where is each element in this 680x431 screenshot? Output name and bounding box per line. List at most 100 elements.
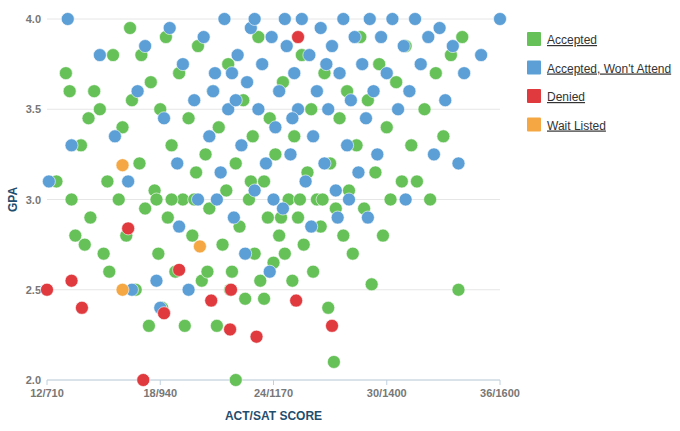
x-tick-label: 36/1600 <box>480 387 520 399</box>
point <box>158 112 171 125</box>
point <box>369 166 382 179</box>
point <box>75 301 88 314</box>
x-tick <box>273 380 274 385</box>
point <box>326 319 339 332</box>
point <box>359 112 372 125</box>
point <box>295 13 308 26</box>
point <box>78 238 91 251</box>
point <box>231 49 244 62</box>
point <box>142 319 155 332</box>
point <box>392 103 405 116</box>
point <box>229 94 242 107</box>
point <box>256 58 269 71</box>
point <box>158 307 171 320</box>
point <box>363 13 376 26</box>
point <box>199 148 212 161</box>
y-tick-label: 2.5 <box>26 284 41 296</box>
point <box>305 103 318 116</box>
point <box>171 157 184 170</box>
point <box>303 49 316 62</box>
point <box>252 103 265 116</box>
point <box>361 211 374 224</box>
point <box>386 13 399 26</box>
point <box>371 148 384 161</box>
point <box>380 121 393 134</box>
point <box>367 85 380 98</box>
point <box>424 193 437 206</box>
point <box>494 13 507 26</box>
point <box>214 166 227 179</box>
x-tick-label: 18/940 <box>143 387 177 399</box>
point <box>292 211 305 224</box>
point <box>380 67 393 80</box>
point <box>395 175 408 188</box>
point <box>310 85 323 98</box>
point <box>437 130 450 143</box>
point <box>139 40 152 53</box>
point <box>344 94 357 107</box>
point <box>201 265 214 278</box>
point <box>216 238 229 251</box>
point <box>133 157 146 170</box>
point <box>333 112 346 125</box>
point <box>107 49 120 62</box>
point <box>278 13 291 26</box>
point <box>190 166 203 179</box>
point <box>297 238 310 251</box>
point <box>225 265 238 278</box>
point <box>124 22 137 35</box>
point <box>280 40 293 53</box>
point <box>65 139 78 152</box>
point <box>292 31 305 44</box>
point <box>410 175 423 188</box>
point <box>284 148 297 161</box>
point <box>290 294 303 307</box>
point <box>241 76 254 89</box>
point <box>250 330 263 343</box>
point <box>452 283 465 296</box>
point <box>165 193 178 206</box>
point <box>224 323 237 336</box>
point <box>258 292 271 305</box>
point <box>261 211 274 224</box>
point <box>326 40 339 53</box>
point <box>337 229 350 242</box>
point <box>422 31 435 44</box>
point <box>207 85 220 98</box>
point <box>248 184 261 197</box>
point <box>203 130 216 143</box>
point <box>299 175 312 188</box>
point <box>248 13 261 26</box>
point <box>150 193 163 206</box>
point <box>186 229 199 242</box>
point <box>225 283 238 296</box>
x-tick-label: 24/1170 <box>254 387 293 399</box>
point <box>397 40 410 53</box>
point <box>307 130 320 143</box>
point <box>103 265 116 278</box>
y-axis-title: GPA <box>6 187 20 212</box>
point <box>144 76 157 89</box>
point <box>235 139 248 152</box>
point <box>429 67 442 80</box>
point <box>42 175 55 188</box>
point <box>405 139 418 152</box>
point <box>205 294 218 307</box>
point <box>259 157 272 170</box>
legend-swatch <box>527 89 541 103</box>
point <box>173 263 186 276</box>
point <box>137 374 150 387</box>
point <box>176 58 189 71</box>
point <box>439 94 452 107</box>
point <box>131 85 144 98</box>
point <box>227 211 240 224</box>
point <box>341 139 354 152</box>
point <box>161 211 174 224</box>
point <box>269 121 282 134</box>
point <box>427 148 440 161</box>
point <box>197 31 210 44</box>
point <box>173 220 186 233</box>
point <box>337 13 350 26</box>
y-tick-label: 4.0 <box>26 13 41 25</box>
legend-swatch <box>527 118 541 132</box>
